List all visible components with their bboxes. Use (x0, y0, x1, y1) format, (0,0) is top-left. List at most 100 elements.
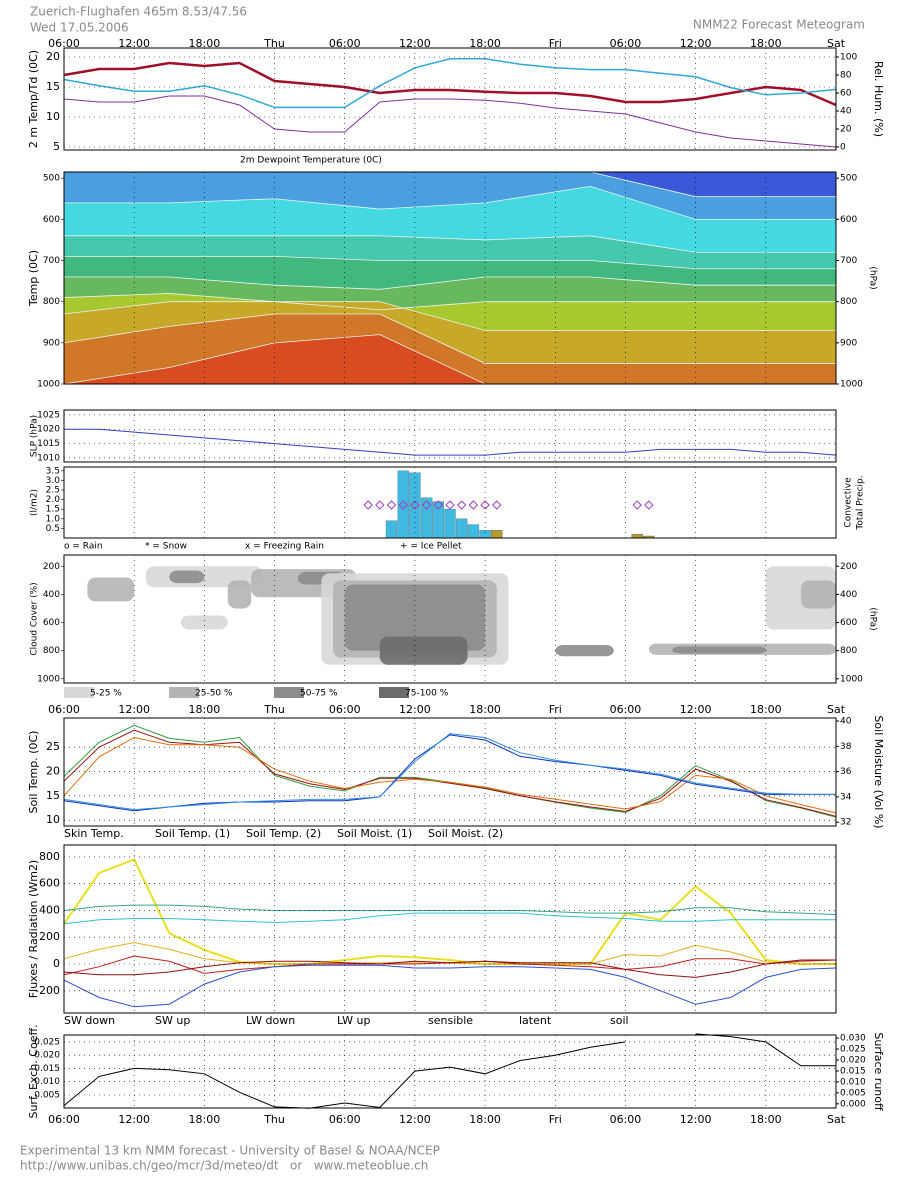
legend-label: Soil Temp. (1) (155, 827, 230, 840)
cloud-cell (87, 577, 135, 602)
y2-tick-label: 34 (840, 792, 852, 802)
y2-tick-label: 20 (840, 125, 852, 135)
rain-symbol (492, 500, 502, 510)
precip-type: + = Ice Pellet (400, 542, 462, 552)
precip-bar (432, 501, 445, 539)
y-tick-label: 3.5 (46, 466, 60, 476)
rain-symbol (363, 500, 373, 510)
series-label: Convective (844, 477, 854, 528)
y2-axis-label: (hPa) (868, 266, 878, 289)
time-label: 12:00 (399, 1113, 431, 1126)
legend-swatch (169, 687, 199, 698)
series-line (63, 959, 836, 978)
title: NMM22 Forecast Meteogram (693, 18, 865, 32)
rain-symbol (410, 500, 420, 510)
time-label: Sat (827, 37, 846, 50)
plot-frame (63, 844, 837, 1014)
y-tick-label: 1.5 (46, 505, 60, 515)
y2-axis-label: Soil Moisture (Vol %) (872, 715, 885, 828)
legend-label: 50-75 % (300, 689, 338, 699)
time-label: 12:00 (118, 1113, 150, 1126)
y2-axis-label: (hPa) (868, 607, 878, 630)
y2-tick-label: 32 (840, 818, 851, 828)
y-tick-label: 0.005 (34, 1090, 60, 1100)
legend-swatch (64, 687, 94, 698)
time-label: 06:00 (329, 37, 361, 50)
time-label: 12:00 (680, 703, 712, 716)
precip-bar (455, 518, 468, 539)
time-label: Thu (263, 1113, 285, 1126)
rain-symbol (433, 500, 444, 510)
time-label: 06:00 (610, 1113, 642, 1126)
rain-symbol (421, 500, 432, 510)
rain-symbol (644, 500, 654, 510)
y2-tick-label: 38 (840, 742, 852, 752)
precip-bar (631, 533, 643, 539)
series-line (63, 942, 836, 965)
precip-bar (479, 530, 491, 539)
y-tick-label: 800 (39, 850, 60, 863)
rain-symbol (375, 500, 385, 510)
cloud-cell (555, 645, 614, 657)
y-tick-label: 0.010 (34, 1077, 60, 1087)
precip-type: o = Rain (64, 542, 103, 552)
y2-tick-label: 500 (840, 174, 857, 184)
time-label: 12:00 (118, 703, 150, 716)
time-label: Sat (827, 1113, 846, 1126)
date: Wed 17.05.2006 (30, 21, 129, 35)
y-tick-label: 1000 (37, 674, 60, 684)
time-label: 18:00 (750, 37, 782, 50)
y-tick-label: 0 (53, 957, 60, 970)
y-tick-label: 800 (43, 297, 60, 307)
y-tick-label: 600 (39, 877, 60, 890)
y-axis-label: 2 m Temp/Td (0C) (27, 50, 40, 148)
y2-tick-label: 700 (840, 256, 857, 266)
precip-bar (491, 530, 503, 539)
y-tick-label: 600 (43, 215, 60, 225)
series-line (63, 58, 837, 109)
precip-bar (420, 497, 433, 539)
y-tick-label: 0.015 (34, 1064, 60, 1074)
legend-label: Soil Moist. (1) (337, 827, 412, 840)
y2-tick-label: 100 (840, 53, 857, 63)
y-tick-label: 1010 (37, 453, 60, 463)
cloud-cell (672, 646, 766, 654)
y-tick-label: 500 (43, 174, 60, 184)
y-tick-label: 0.5 (46, 524, 60, 534)
precip-bar (444, 509, 456, 539)
y-axis-label: Cloud Cover (%) (30, 582, 40, 655)
y2-tick-label: 0.010 (840, 1077, 866, 1087)
legend-swatch (379, 687, 409, 698)
legend-label: 75-100 % (405, 689, 449, 699)
time-label: 18:00 (469, 703, 501, 716)
legend-label: LW up (337, 1014, 370, 1027)
series-line (63, 955, 837, 976)
time-label: 18:00 (189, 37, 221, 50)
y-axis-label: (l/m2) (30, 489, 40, 516)
legend-label: Soil Moist. (2) (428, 827, 503, 840)
legend-label: Soil Temp. (2) (246, 827, 321, 840)
series-line (63, 95, 837, 148)
y-tick-label: 15 (46, 80, 60, 93)
legend-label: sensible (428, 1014, 473, 1027)
y-tick-label: 900 (43, 338, 60, 348)
precip-type: * = Snow (145, 542, 187, 552)
cloud-cell (180, 615, 228, 630)
y2-tick-label: 400 (840, 590, 857, 600)
legend-label: SW up (155, 1014, 190, 1027)
y-axis-label: Surf. Exch. Coeff. (27, 1024, 40, 1118)
time-label: 18:00 (469, 1113, 501, 1126)
time-label: 06:00 (329, 703, 361, 716)
time-label: Sat (827, 703, 846, 716)
y-tick-label: 1015 (37, 439, 60, 449)
y2-tick-label: 600 (840, 215, 857, 225)
precip-bar (467, 524, 480, 539)
footer-line: Experimental 13 km NMM forecast - Univer… (20, 1144, 440, 1158)
time-label: Fri (549, 703, 562, 716)
y-tick-label: 2.0 (46, 495, 61, 505)
series-line (63, 61, 837, 107)
series-line (63, 734, 836, 812)
y-tick-label: 1020 (37, 425, 60, 435)
y2-tick-label: 40 (840, 717, 852, 727)
